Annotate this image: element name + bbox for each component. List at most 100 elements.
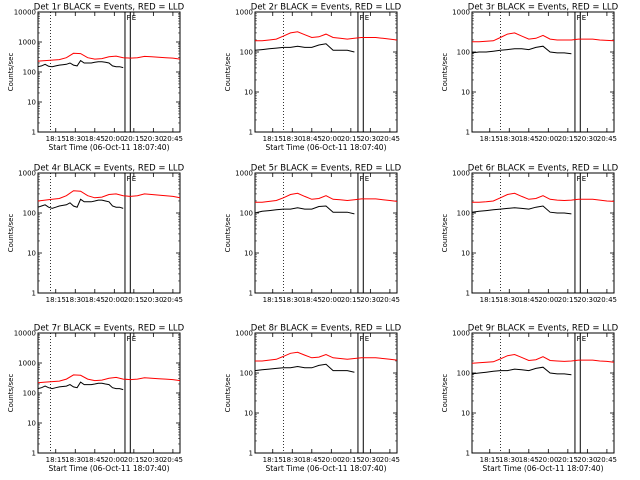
x-tick-label: 20:45 — [380, 296, 400, 304]
x-tick-label: 20:15 — [558, 135, 578, 143]
x-tick-label: 20:30 — [577, 296, 597, 304]
x-tick-label: 20:00 — [538, 296, 558, 304]
x-tick-label: 20:45 — [597, 296, 617, 304]
x-tick-label: 20:45 — [597, 456, 617, 464]
x-tick-label: 18:15 — [263, 296, 283, 304]
series-lld-line — [472, 192, 615, 203]
series-events-line — [254, 205, 355, 215]
x-tick-label: 18:45 — [302, 296, 322, 304]
x-tick-label: 20:30 — [360, 135, 380, 143]
y-tick-label: 100 — [240, 49, 253, 57]
series-lld-line — [472, 32, 615, 43]
x-tick-label: 18:30 — [282, 456, 302, 464]
panel-title: Det 5r BLACK = Events, RED = LLD — [251, 164, 402, 174]
x-tick-label: 18:45 — [519, 135, 539, 143]
y-tick-label: 1 — [466, 129, 470, 137]
panel-det-3: Det 3r BLACK = Events, RED = LLD 1 10 100 10… — [441, 3, 619, 144]
panel-det-6: Det 6r BLACK = Events, RED = LLD 1 10 100 10… — [441, 164, 619, 305]
series-events-line — [37, 381, 124, 391]
marker-flag-label: F — [126, 14, 130, 22]
y-tick-label: 1000 — [18, 360, 36, 368]
x-tick-label: 20:30 — [143, 296, 163, 304]
series-lld-line — [37, 52, 181, 62]
y-tick-label: 1000 — [452, 170, 470, 178]
x-tick-label: 18:30 — [65, 135, 85, 143]
plot-frame — [37, 172, 181, 294]
plot-frame — [254, 172, 398, 294]
plot-frame — [471, 172, 615, 294]
marker-flag-label: E — [132, 335, 136, 343]
y-tick-label: 1000 — [235, 170, 253, 178]
marker-flag-label: F — [126, 175, 130, 183]
x-tick-label: 20:30 — [577, 456, 597, 464]
marker-flag-label: E — [132, 14, 136, 22]
series-events-line — [37, 59, 124, 69]
plot-frame — [254, 11, 398, 133]
series-events-line — [254, 363, 355, 373]
y-axis-label: Counts/sec — [224, 53, 232, 92]
x-tick-label: 18:15 — [263, 135, 283, 143]
x-tick-label: 18:30 — [65, 456, 85, 464]
y-tick-label: 1 — [249, 129, 253, 137]
y-tick-label: 10 — [244, 89, 253, 97]
y-tick-label: 1000 — [452, 9, 470, 17]
x-tick-label: 20:15 — [558, 456, 578, 464]
x-tick-label: 20:00 — [538, 135, 558, 143]
x-tick-label: 20:45 — [380, 135, 400, 143]
x-tick-label: 18:15 — [480, 135, 500, 143]
x-tick-label: 20:00 — [321, 296, 341, 304]
y-axis-label: Counts/sec — [441, 374, 449, 413]
y-axis-label: Counts/sec — [441, 53, 449, 92]
x-tick-label: 18:45 — [302, 456, 322, 464]
panel-det-2: Det 2r BLACK = Events, RED = LLD 1 10 100 10… — [224, 3, 402, 153]
y-tick-label: 1000 — [235, 9, 253, 17]
panel-title: Det 2r BLACK = Events, RED = LLD — [251, 3, 402, 13]
x-tick-label: 20:00 — [104, 135, 124, 143]
series-lld-line — [471, 353, 615, 364]
x-tick-label: 18:30 — [499, 296, 519, 304]
x-tick-label: 18:30 — [282, 135, 302, 143]
series-lld-line — [37, 190, 181, 202]
y-tick-label: 10 — [461, 89, 470, 97]
marker-flag-label: E — [132, 175, 136, 183]
x-tick-label: 20:00 — [104, 296, 124, 304]
y-axis-label: Counts/sec — [224, 374, 232, 413]
plot-frame — [471, 11, 615, 133]
x-tick-label: 20:30 — [577, 135, 597, 143]
y-tick-label: 1000 — [235, 330, 253, 338]
panel-title: Det 6r BLACK = Events, RED = LLD — [468, 164, 619, 174]
x-tick-label: 20:00 — [321, 456, 341, 464]
x-tick-label: 20:15 — [558, 296, 578, 304]
x-tick-label: 18:30 — [65, 296, 85, 304]
y-tick-label: 1 — [32, 450, 36, 458]
panel-det-7: Det 7r BLACK = Events, RED = LLD 1 10 100 10… — [7, 324, 185, 474]
x-tick-label: 20:15 — [341, 135, 361, 143]
x-tick-label: 18:30 — [282, 296, 302, 304]
x-tick-label: 18:15 — [480, 296, 500, 304]
x-tick-label: 20:00 — [104, 456, 124, 464]
x-tick-label: 20:30 — [143, 456, 163, 464]
marker-flag-label: F — [576, 175, 580, 183]
x-axis-label: Start Time (06-Oct-11 18:07:40) — [482, 464, 603, 473]
y-tick-label: 100 — [457, 210, 470, 218]
x-tick-label: 20:45 — [163, 456, 183, 464]
x-axis-label: Start Time (06-Oct-11 18:07:40) — [265, 143, 386, 152]
y-tick-label: 100 — [23, 69, 36, 77]
marker-flag-label: E — [365, 14, 369, 22]
x-tick-label: 18:15 — [480, 456, 500, 464]
plot-frame — [471, 332, 615, 454]
series-events-line — [471, 45, 572, 55]
y-axis-label: Counts/sec — [7, 214, 15, 253]
series-lld-line — [255, 31, 398, 42]
panel-det-9: Det 9r BLACK = Events, RED = LLD 1 10 100 10… — [441, 324, 619, 474]
marker-flag-label: E — [365, 335, 369, 343]
panel-det-4: Det 4r BLACK = Events, RED = LLD 1 10 100 10… — [7, 164, 185, 305]
series-events-line — [471, 205, 572, 215]
x-tick-label: 18:15 — [46, 135, 66, 143]
panel-title: Det 9r BLACK = Events, RED = LLD — [468, 324, 619, 334]
panel-det-8: Det 8r BLACK = Events, RED = LLD 1 10 100 10… — [224, 324, 402, 474]
y-tick-label: 1000 — [18, 170, 36, 178]
y-tick-label: 1 — [249, 450, 253, 458]
x-tick-label: 18:45 — [85, 296, 105, 304]
